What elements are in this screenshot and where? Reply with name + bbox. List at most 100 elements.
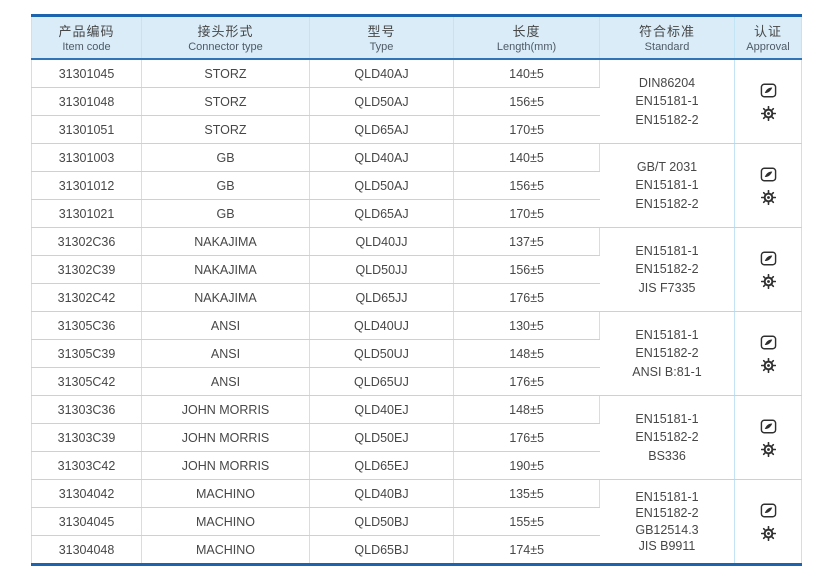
column-header-length: 长度 Length(mm) <box>453 15 600 60</box>
cell-length: 140±5 <box>453 143 600 172</box>
table-row: 31303C36 JOHN MORRIS QLD40EJ 148±5 EN15181-1… <box>31 395 802 480</box>
approval-icons <box>735 335 801 373</box>
cell-connector-type: GB <box>141 171 310 200</box>
cell-connector-type: MACHINO <box>141 507 310 536</box>
cell-connector-type: NAKAJIMA <box>141 283 310 312</box>
cell-standards: GB/T 2031 EN15181-1 EN15182-2 <box>599 143 735 228</box>
table-row: 31302C36 NAKAJIMA QLD40JJ 137±5 EN15181-1 EN1… <box>31 227 802 312</box>
cert-badge-icon <box>760 503 777 518</box>
cell-type: QLD40AJ <box>309 143 454 172</box>
table-row: 31305C39 ANSI QLD50UJ 148±5 <box>31 339 802 368</box>
cell-length: 176±5 <box>453 367 600 396</box>
column-header-standard: 符合标准 Standard <box>599 15 735 60</box>
standard-line: EN15182-2 <box>635 262 699 277</box>
cell-approvals <box>734 143 802 228</box>
cell-length: 190±5 <box>453 451 600 480</box>
cell-item-code: 31302C39 <box>31 255 142 284</box>
cell-item-code: 31303C36 <box>31 395 142 424</box>
cell-length: 137±5 <box>453 227 600 256</box>
table-row: 31301048 STORZ QLD50AJ 156±5 <box>31 87 802 116</box>
table-row: 31304042 MACHINO QLD40BJ 135±5 EN15181-1 EN15… <box>31 479 802 565</box>
cell-standards: EN15181-1 EN15182-2 GB12514.3 JIS B9911 <box>599 479 735 565</box>
cell-standards: EN15181-1 EN15182-2 ANSI B:81-1 <box>599 311 735 396</box>
column-header-en: Standard <box>644 41 690 53</box>
cell-connector-type: JOHN MORRIS <box>141 395 310 424</box>
standard-line: JIS F7335 <box>638 280 696 295</box>
cell-type: QLD40AJ <box>309 59 454 88</box>
cell-connector-type: STORZ <box>141 59 310 88</box>
column-header-zh: 长度 <box>512 24 541 39</box>
table-row: 31301012 GB QLD50AJ 156±5 <box>31 171 802 200</box>
gear-badge-icon <box>760 357 776 373</box>
cell-type: QLD50JJ <box>309 255 454 284</box>
cell-approvals <box>734 395 802 480</box>
gear-badge-icon <box>760 189 776 205</box>
cell-item-code: 31302C36 <box>31 227 142 256</box>
cell-item-code: 31301051 <box>31 115 142 144</box>
standard-line: GB12514.3 <box>635 522 699 537</box>
standard-line: EN15181-1 <box>635 327 699 342</box>
table-row: 31304048 MACHINO QLD65BJ 174±5 <box>31 535 802 565</box>
cell-type: QLD50AJ <box>309 171 454 200</box>
gear-badge-icon <box>760 525 776 541</box>
header-row: 产品编码 Item code 接头形式 Connector type 型号 Ty… <box>31 15 802 60</box>
column-header-en: Item code <box>62 41 111 53</box>
cell-connector-type: NAKAJIMA <box>141 227 310 256</box>
cell-type: QLD40BJ <box>309 479 454 508</box>
cell-connector-type: ANSI <box>141 367 310 396</box>
cell-type: QLD40EJ <box>309 395 454 424</box>
cell-type: QLD40UJ <box>309 311 454 340</box>
column-header-type: 型号 Type <box>309 15 454 60</box>
cell-length: 148±5 <box>453 339 600 368</box>
standard-line: EN15182-2 <box>635 112 699 127</box>
column-header-en: Connector type <box>188 41 263 53</box>
table-row: 31301003 GB QLD40AJ 140±5 GB/T 2031 EN15181-1… <box>31 143 802 228</box>
gear-badge-icon <box>760 273 776 289</box>
cell-connector-type: STORZ <box>141 87 310 116</box>
gear-badge-icon <box>760 105 776 121</box>
gear-badge-icon <box>760 441 776 457</box>
table-row: 31305C36 ANSI QLD40UJ 130±5 EN15181-1 EN15182… <box>31 311 802 396</box>
cell-connector-type: GB <box>141 143 310 172</box>
cell-item-code: 31305C36 <box>31 311 142 340</box>
cell-length: 155±5 <box>453 507 600 536</box>
column-header-zh: 接头形式 <box>197 24 254 39</box>
table-row: 31301051 STORZ QLD65AJ 170±5 <box>31 115 802 144</box>
standard-line: EN15181-1 <box>635 489 699 504</box>
cell-standards: DIN86204 EN15181-1 EN15182-2 <box>599 59 735 144</box>
table-row: 31304045 MACHINO QLD50BJ 155±5 <box>31 507 802 536</box>
cell-item-code: 31304048 <box>31 535 142 565</box>
approval-icons <box>735 251 801 289</box>
cell-type: QLD50BJ <box>309 507 454 536</box>
standard-line: BS336 <box>648 448 686 463</box>
approval-icons <box>735 167 801 205</box>
cell-connector-type: ANSI <box>141 311 310 340</box>
table-row: 31302C42 NAKAJIMA QLD65JJ 176±5 <box>31 283 802 312</box>
cell-type: QLD65UJ <box>309 367 454 396</box>
cell-approvals <box>734 59 802 144</box>
product-spec-table: 产品编码 Item code 接头形式 Connector type 型号 Ty… <box>31 14 802 566</box>
cell-item-code: 31301021 <box>31 199 142 228</box>
cell-type: QLD65AJ <box>309 199 454 228</box>
standard-line: EN15182-2 <box>635 196 699 211</box>
cell-item-code: 31301045 <box>31 59 142 88</box>
cell-type: QLD65BJ <box>309 535 454 565</box>
cert-badge-icon <box>760 83 777 98</box>
cell-type: QLD50EJ <box>309 423 454 452</box>
cell-item-code: 31303C39 <box>31 423 142 452</box>
standard-line: EN15182-2 <box>635 430 699 445</box>
approval-icons <box>735 503 801 541</box>
cell-item-code: 31301048 <box>31 87 142 116</box>
column-header-zh: 认证 <box>753 24 782 39</box>
cell-length: 156±5 <box>453 87 600 116</box>
cell-connector-type: GB <box>141 199 310 228</box>
approval-icons <box>735 419 801 457</box>
cell-standards: EN15181-1 EN15182-2 JIS F7335 <box>599 227 735 312</box>
cell-type: QLD65EJ <box>309 451 454 480</box>
cell-length: 176±5 <box>453 283 600 312</box>
cell-connector-type: STORZ <box>141 115 310 144</box>
column-header-zh: 型号 <box>367 24 396 39</box>
cell-connector-type: MACHINO <box>141 535 310 565</box>
cell-item-code: 31301003 <box>31 143 142 172</box>
cell-length: 130±5 <box>453 311 600 340</box>
